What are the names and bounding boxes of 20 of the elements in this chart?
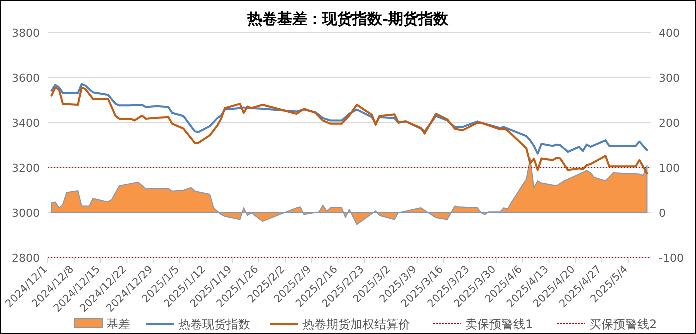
y-tick-label: 3200 bbox=[12, 162, 40, 175]
line-series bbox=[50, 83, 648, 155]
line-series bbox=[50, 86, 648, 175]
y2-tick-label: 400 bbox=[659, 27, 680, 40]
y2-tick-label: 100 bbox=[659, 162, 680, 175]
chart-title: 热卷基差：现货指数-期货指数 bbox=[246, 10, 450, 28]
y-tick-label: 3400 bbox=[12, 117, 40, 130]
y-tick-label: 2800 bbox=[12, 252, 40, 265]
legend-label: 基差 bbox=[106, 318, 130, 332]
y-tick-label: 3600 bbox=[12, 72, 40, 85]
y2-tick-label: 300 bbox=[659, 72, 680, 85]
legend-label: 卖保预警线1 bbox=[466, 318, 534, 332]
y2-tick-label: 0 bbox=[659, 207, 666, 220]
legend-label: 热卷期货加权结算价 bbox=[302, 318, 410, 332]
y-tick-label: 3800 bbox=[12, 27, 40, 40]
y-tick-label: 3000 bbox=[12, 207, 40, 220]
y2-tick-label: 200 bbox=[659, 117, 680, 130]
legend-label: 热卷现货指数 bbox=[178, 318, 250, 332]
legend-label: 买保预警线2 bbox=[590, 318, 658, 332]
y2-tick-label: -100 bbox=[659, 252, 684, 265]
